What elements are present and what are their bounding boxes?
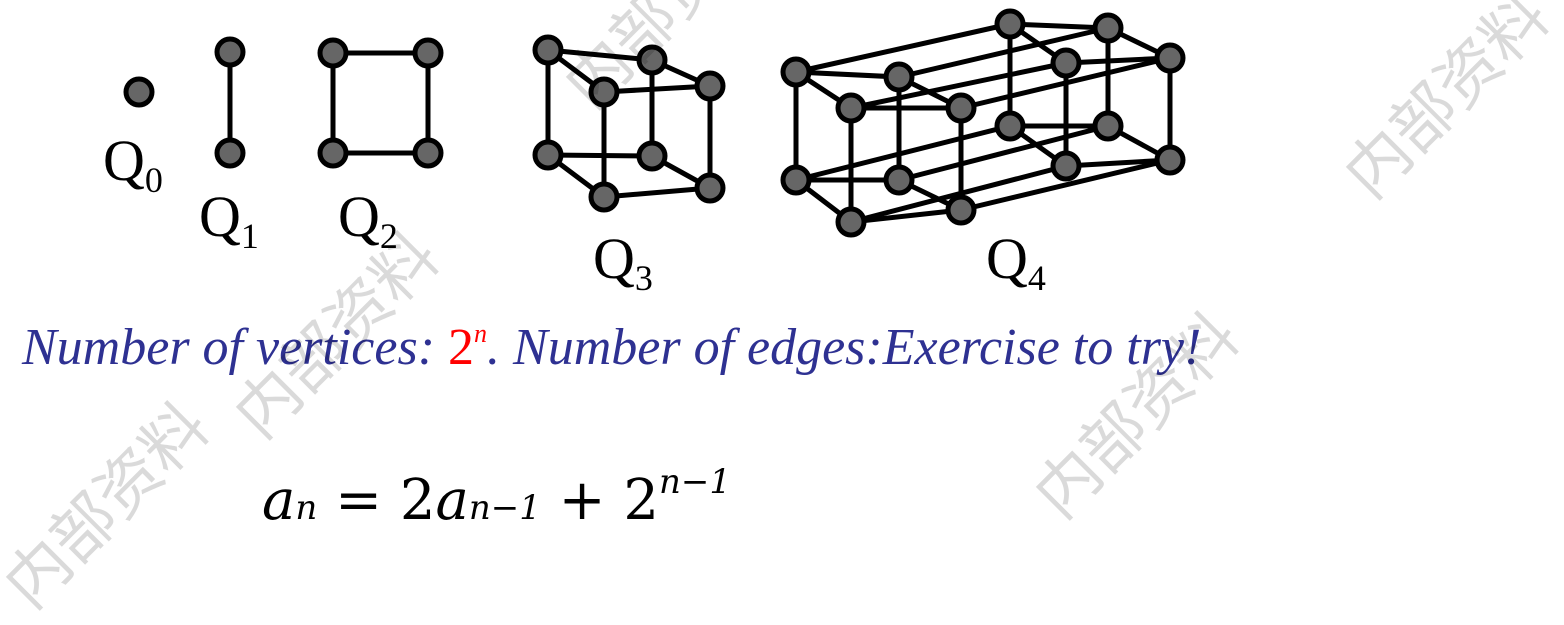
q4-edge xyxy=(960,157,1171,213)
q3-vertex xyxy=(694,172,726,204)
q0-vertex xyxy=(123,76,155,108)
q4-vertex xyxy=(883,164,915,196)
q3-edge xyxy=(603,185,711,200)
q4-vertex xyxy=(1154,42,1186,74)
hypercube-graphs xyxy=(123,8,1186,238)
q4-vertex xyxy=(835,92,867,124)
q3-vertex xyxy=(588,76,620,108)
q4-edge xyxy=(1009,21,1109,31)
q2-vertex xyxy=(412,37,444,69)
q1-vertex xyxy=(214,36,246,68)
q3-vertex xyxy=(636,140,668,172)
q4-vertex xyxy=(1154,144,1186,176)
q4-vertex xyxy=(994,8,1026,40)
q4-edge xyxy=(795,69,900,80)
q4-vertex xyxy=(945,194,977,226)
q4-vertex xyxy=(945,92,977,124)
label-q4: Q4 xyxy=(986,226,1046,298)
q3-vertex xyxy=(636,44,668,76)
q4-vertex xyxy=(1092,110,1124,142)
q4-vertex xyxy=(1092,12,1124,44)
label-q2: Q2 xyxy=(338,184,398,256)
q4-edge xyxy=(795,123,1011,183)
label-q1: Q1 xyxy=(199,184,259,256)
vertex-edge-count-text: Number of vertices: 2n. Number of edges:… xyxy=(22,318,1202,376)
q4-edge xyxy=(850,60,1067,111)
label-q3: Q3 xyxy=(593,226,653,298)
q2-vertex xyxy=(317,137,349,169)
q3-edge xyxy=(603,83,711,95)
q3-vertex xyxy=(694,70,726,102)
q4-edge xyxy=(960,55,1171,111)
q4-vertex xyxy=(780,164,812,196)
q4-vertex xyxy=(994,110,1026,142)
q3-vertex xyxy=(532,139,564,171)
q4-edge xyxy=(898,25,1109,80)
q3-edge xyxy=(547,152,653,159)
recurrence-formula: an = 2an−1 + 2n−1 xyxy=(262,462,732,533)
q4-vertex xyxy=(1050,150,1082,182)
label-q0: Q0 xyxy=(103,128,163,200)
q4-edge xyxy=(795,21,1011,75)
q3-vertex xyxy=(588,181,620,213)
two-to-n: 2n xyxy=(448,318,488,376)
q4-vertex xyxy=(780,56,812,88)
q3-vertex xyxy=(532,34,564,66)
q4-edge xyxy=(1065,157,1171,169)
q4-vertex xyxy=(835,206,867,238)
q4-edge xyxy=(1065,55,1171,66)
q3-edge xyxy=(547,47,653,63)
q2-vertex xyxy=(412,137,444,169)
q4-edge xyxy=(898,123,1109,183)
q2-vertex xyxy=(317,37,349,69)
q1-vertex xyxy=(214,137,246,169)
q4-vertex xyxy=(1050,47,1082,79)
q4-edge xyxy=(850,163,1067,225)
q4-edge xyxy=(850,207,962,225)
q4-vertex xyxy=(883,61,915,93)
